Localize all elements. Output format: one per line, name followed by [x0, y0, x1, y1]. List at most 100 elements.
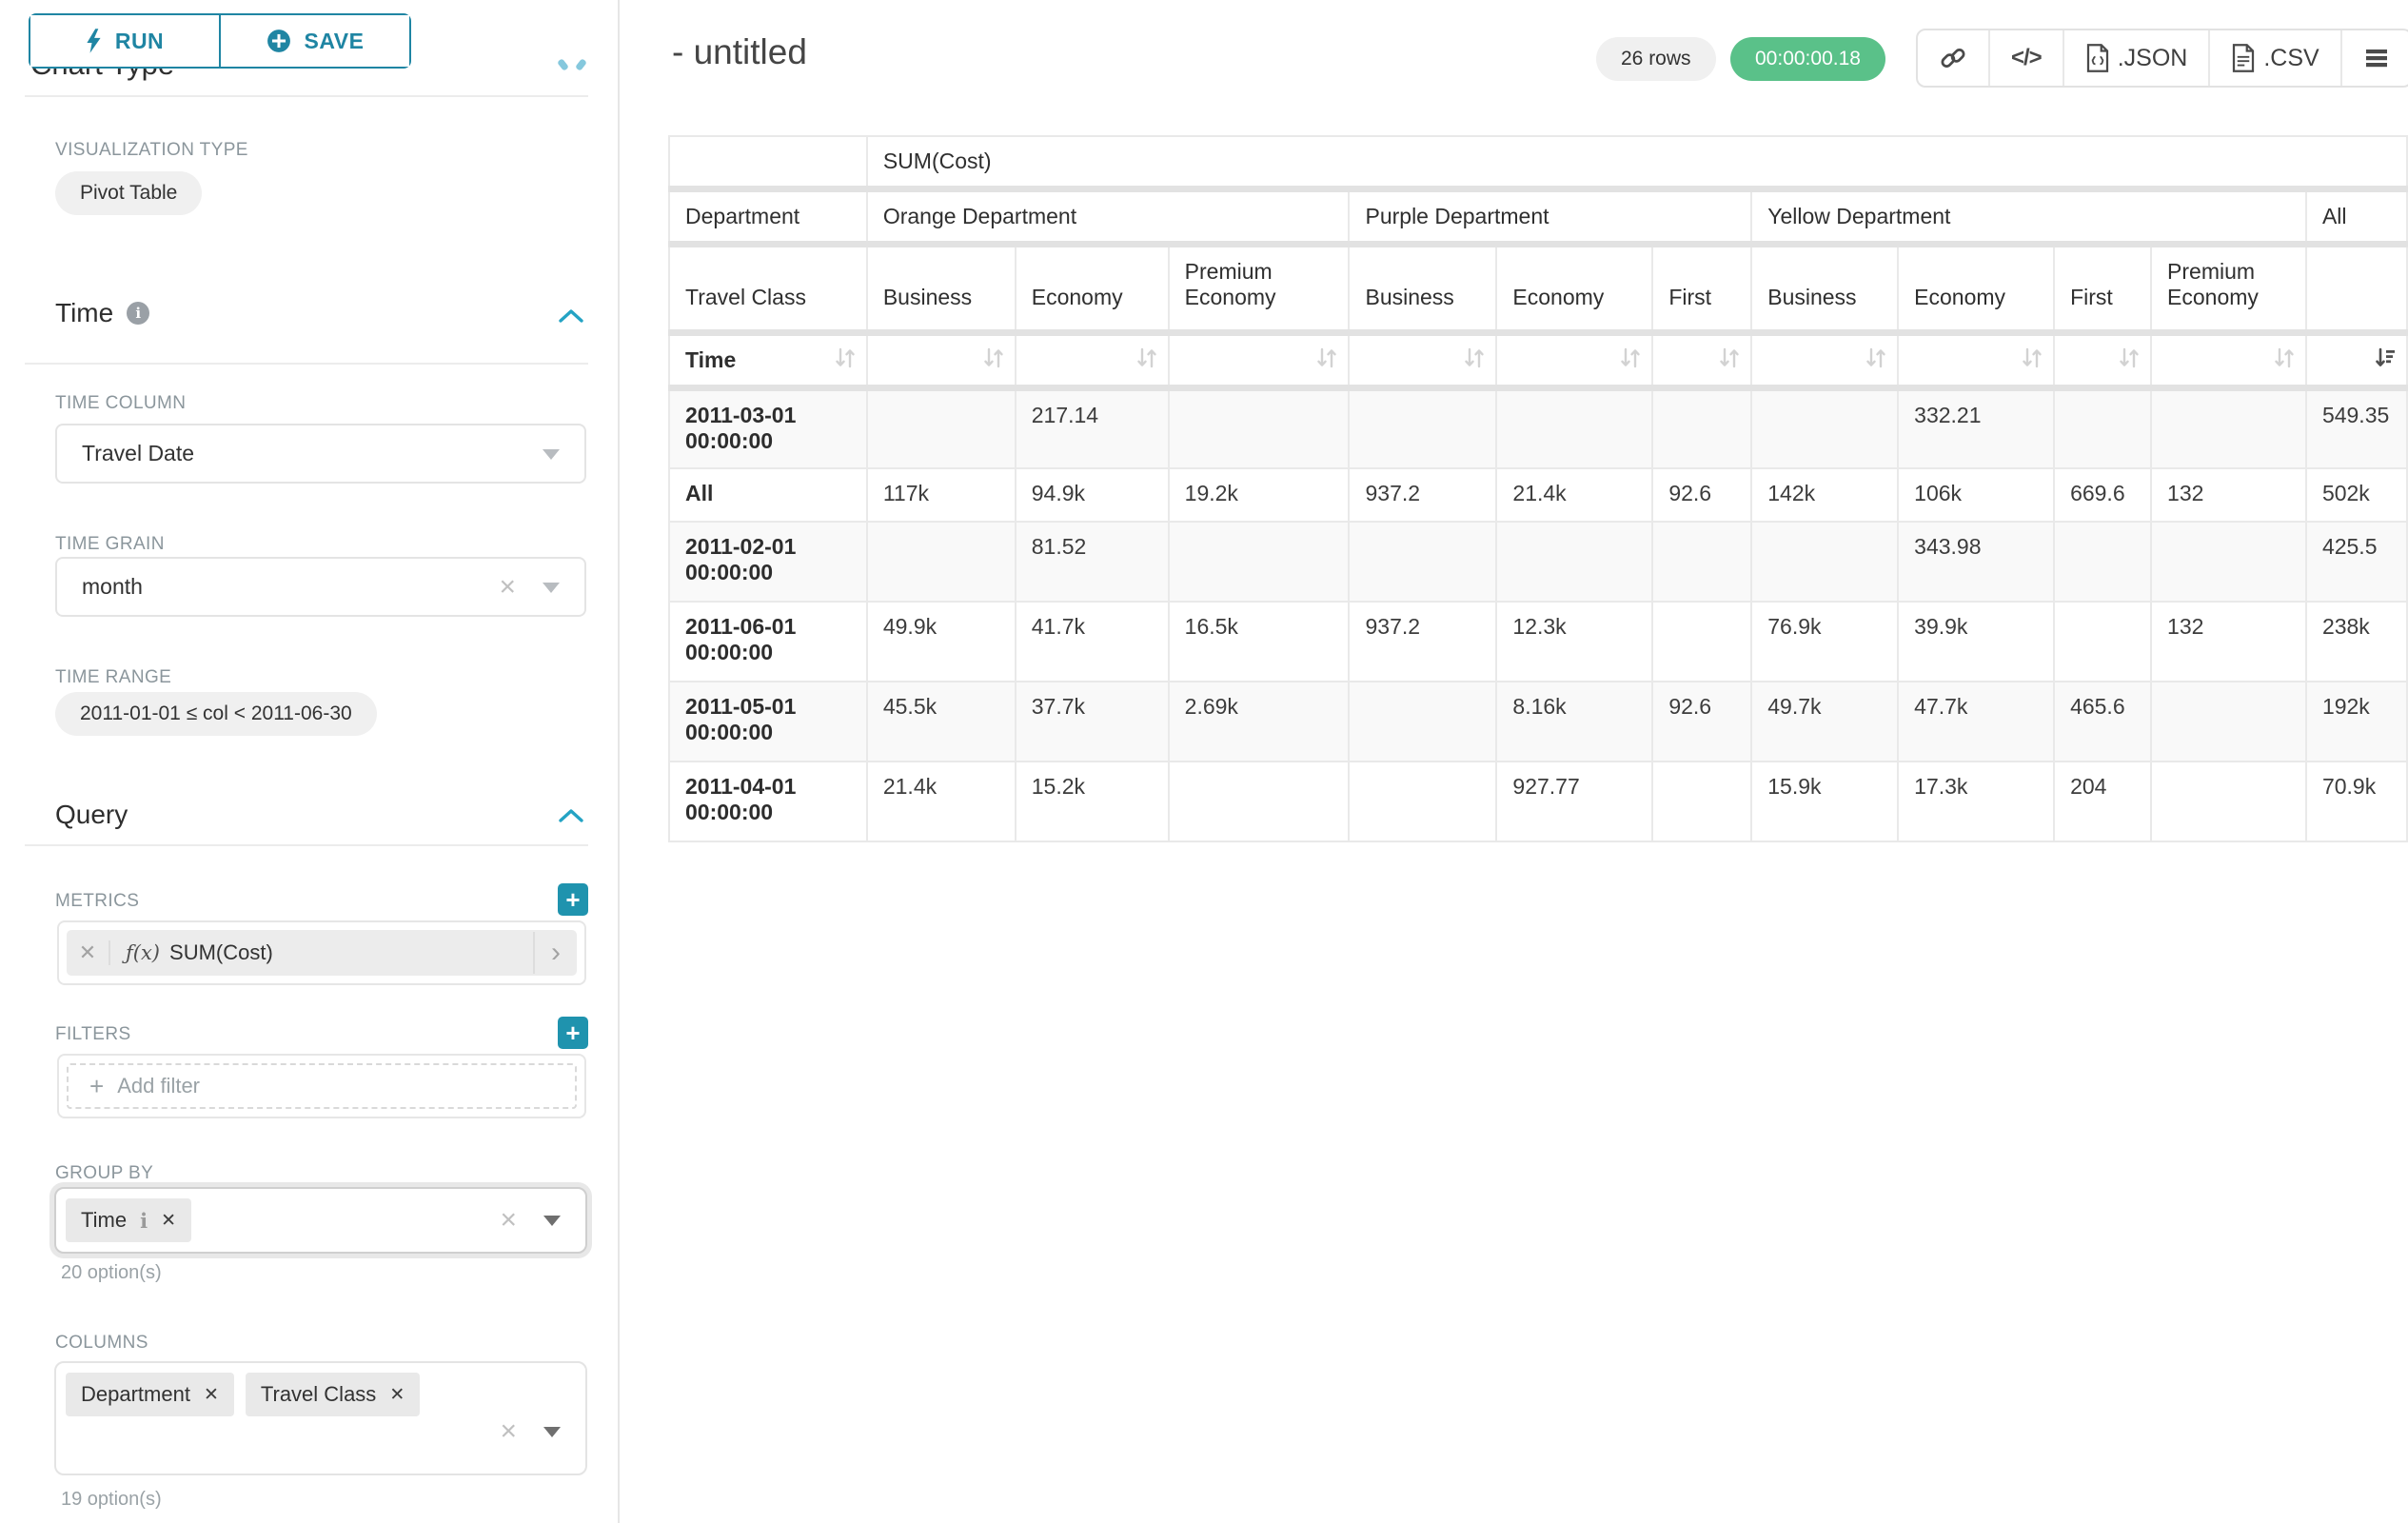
pivot-data-row: 2011-03-01 00:00:00 217.14 332.21 549.35 [668, 386, 2408, 469]
pivot-value-cell: 204 [2053, 760, 2153, 842]
copy-link-button[interactable] [1918, 30, 1988, 86]
pivot-value-cell [865, 520, 1016, 603]
sort-slot[interactable] [1463, 347, 1486, 374]
sort-icon[interactable] [1619, 347, 1642, 368]
sort-slot[interactable] [834, 347, 857, 374]
run-button[interactable]: RUN [30, 15, 219, 67]
pivot-department-group-header: Yellow Department [1750, 188, 2307, 247]
pivot-value-cell: 12.3k [1495, 600, 1654, 682]
remove-chip-icon[interactable]: ✕ [389, 1384, 405, 1405]
time-grain-select[interactable]: month × [55, 557, 586, 617]
chart-type-collapse-chevron-icon[interactable] [575, 58, 587, 71]
sort-icon[interactable] [1315, 347, 1338, 368]
lightning-bolt-icon [87, 29, 101, 53]
collapse-chevron-icon[interactable] [558, 308, 584, 324]
sort-icon[interactable] [834, 347, 857, 368]
group-by-select[interactable]: Time i ✕ × [54, 1187, 587, 1254]
plus-icon: + [89, 1071, 105, 1100]
add-filter-plus-button[interactable]: + [558, 1017, 588, 1049]
visualization-type-pill[interactable]: Pivot Table [55, 171, 203, 215]
pivot-value-cell [2150, 680, 2307, 762]
pivot-value-cell: 549.35 [2304, 386, 2408, 469]
metric-chip[interactable]: ✕ ƒ(x) SUM(Cost) › [67, 930, 577, 976]
menu-button[interactable] [2339, 30, 2408, 86]
time-column-label: TIME COLUMN [55, 393, 187, 413]
sort-slot[interactable] [1135, 347, 1158, 374]
sort-slot[interactable] [2273, 347, 2296, 374]
chevron-down-icon[interactable] [543, 582, 560, 593]
info-icon: i [127, 302, 150, 325]
pivot-sort-cell [2304, 331, 2408, 391]
pivot-value-cell: 21.4k [1495, 466, 1654, 523]
sort-icon[interactable] [2118, 347, 2141, 368]
pivot-data-row: 2011-02-01 00:00:00 81.52 343.98 425.5 [668, 520, 2408, 603]
export-csv-button[interactable]: .CSV [2208, 30, 2339, 86]
sort-icon[interactable] [2273, 347, 2296, 368]
pivot-value-cell: 332.21 [1897, 386, 2056, 469]
sort-slot[interactable] [1718, 347, 1741, 374]
columns-chip[interactable]: Department ✕ [66, 1373, 234, 1416]
chart-type-collapse-chevron-icon[interactable] [557, 58, 569, 71]
pivot-sort-cell [2150, 331, 2307, 391]
remove-chip-icon[interactable]: ✕ [161, 1210, 176, 1231]
chevron-down-icon[interactable] [543, 1426, 561, 1437]
pivot-value-cell: 425.5 [2304, 520, 2408, 603]
clear-icon[interactable]: × [500, 1414, 517, 1447]
columns-chip[interactable]: Travel Class ✕ [245, 1373, 421, 1416]
sort-icon[interactable] [1135, 347, 1158, 368]
sort-slot[interactable] [2374, 347, 2397, 374]
hamburger-menu-icon [2365, 49, 2387, 68]
pivot-sort-cell [1750, 331, 1900, 391]
sort-slot[interactable] [1315, 347, 1338, 374]
remove-metric-icon[interactable]: ✕ [67, 940, 110, 965]
pivot-class-header: Economy [1897, 243, 2056, 336]
clear-icon[interactable]: × [499, 570, 516, 603]
time-column-select[interactable]: Travel Date [55, 424, 586, 484]
save-button[interactable]: SAVE [219, 15, 409, 67]
pivot-value-cell: 132 [2150, 600, 2307, 682]
pivot-class-header: Premium Economy [1167, 243, 1351, 336]
collapse-chevron-icon[interactable] [558, 808, 584, 823]
pivot-value-cell: 37.7k [1014, 680, 1170, 762]
time-range-pill[interactable]: 2011-01-01 ≤ col < 2011-06-30 [55, 692, 377, 736]
columns-select[interactable]: Department ✕ Travel Class ✕ × [54, 1361, 587, 1475]
sort-slot[interactable] [982, 347, 1005, 374]
sort-slot[interactable] [1619, 347, 1642, 374]
pivot-value-cell [1167, 386, 1351, 469]
pivot-value-cell: 17.3k [1897, 760, 2056, 842]
pivot-row-dim-text: Time [685, 347, 737, 372]
pivot-class-header: Business [1750, 243, 1900, 336]
query-section-title: Query [55, 800, 128, 829]
sort-icon[interactable] [1718, 347, 1741, 368]
export-json-button[interactable]: .JSON [2062, 30, 2209, 86]
chevron-right-icon[interactable]: › [533, 932, 577, 974]
metrics-label: METRICS [55, 891, 140, 911]
pivot-value-cell: 92.6 [1651, 466, 1753, 523]
add-metric-button[interactable]: + [558, 883, 588, 916]
sort-icon[interactable] [1865, 347, 1887, 368]
pivot-class-header: Economy [1014, 243, 1170, 336]
sort-slot[interactable] [1865, 347, 1887, 374]
clear-icon[interactable]: × [500, 1204, 517, 1236]
sort-slot[interactable] [2118, 347, 2141, 374]
export-csv-label: .CSV [2263, 44, 2319, 71]
pivot-value-cell: 217.14 [1014, 386, 1170, 469]
chevron-down-icon[interactable] [543, 1216, 561, 1226]
filters-box: + Add filter [57, 1054, 586, 1118]
sort-desc-active-icon[interactable] [2374, 347, 2397, 368]
sort-icon[interactable] [1463, 347, 1486, 368]
group-by-chip[interactable]: Time i ✕ [66, 1198, 191, 1242]
sort-icon[interactable] [2021, 347, 2043, 368]
pivot-value-cell [1495, 520, 1654, 603]
sort-icon[interactable] [982, 347, 1005, 368]
chevron-down-icon[interactable] [543, 448, 560, 460]
pivot-value-cell: 142k [1750, 466, 1900, 523]
remove-chip-icon[interactable]: ✕ [203, 1384, 219, 1405]
sort-slot[interactable] [2021, 347, 2043, 374]
add-filter-button[interactable]: + Add filter [67, 1063, 577, 1109]
pivot-class-header: First [1651, 243, 1753, 336]
chip-label: Travel Class [260, 1382, 377, 1406]
chart-title-input[interactable]: - untitled [672, 32, 807, 71]
embed-code-button[interactable]: </> [1988, 30, 2063, 86]
